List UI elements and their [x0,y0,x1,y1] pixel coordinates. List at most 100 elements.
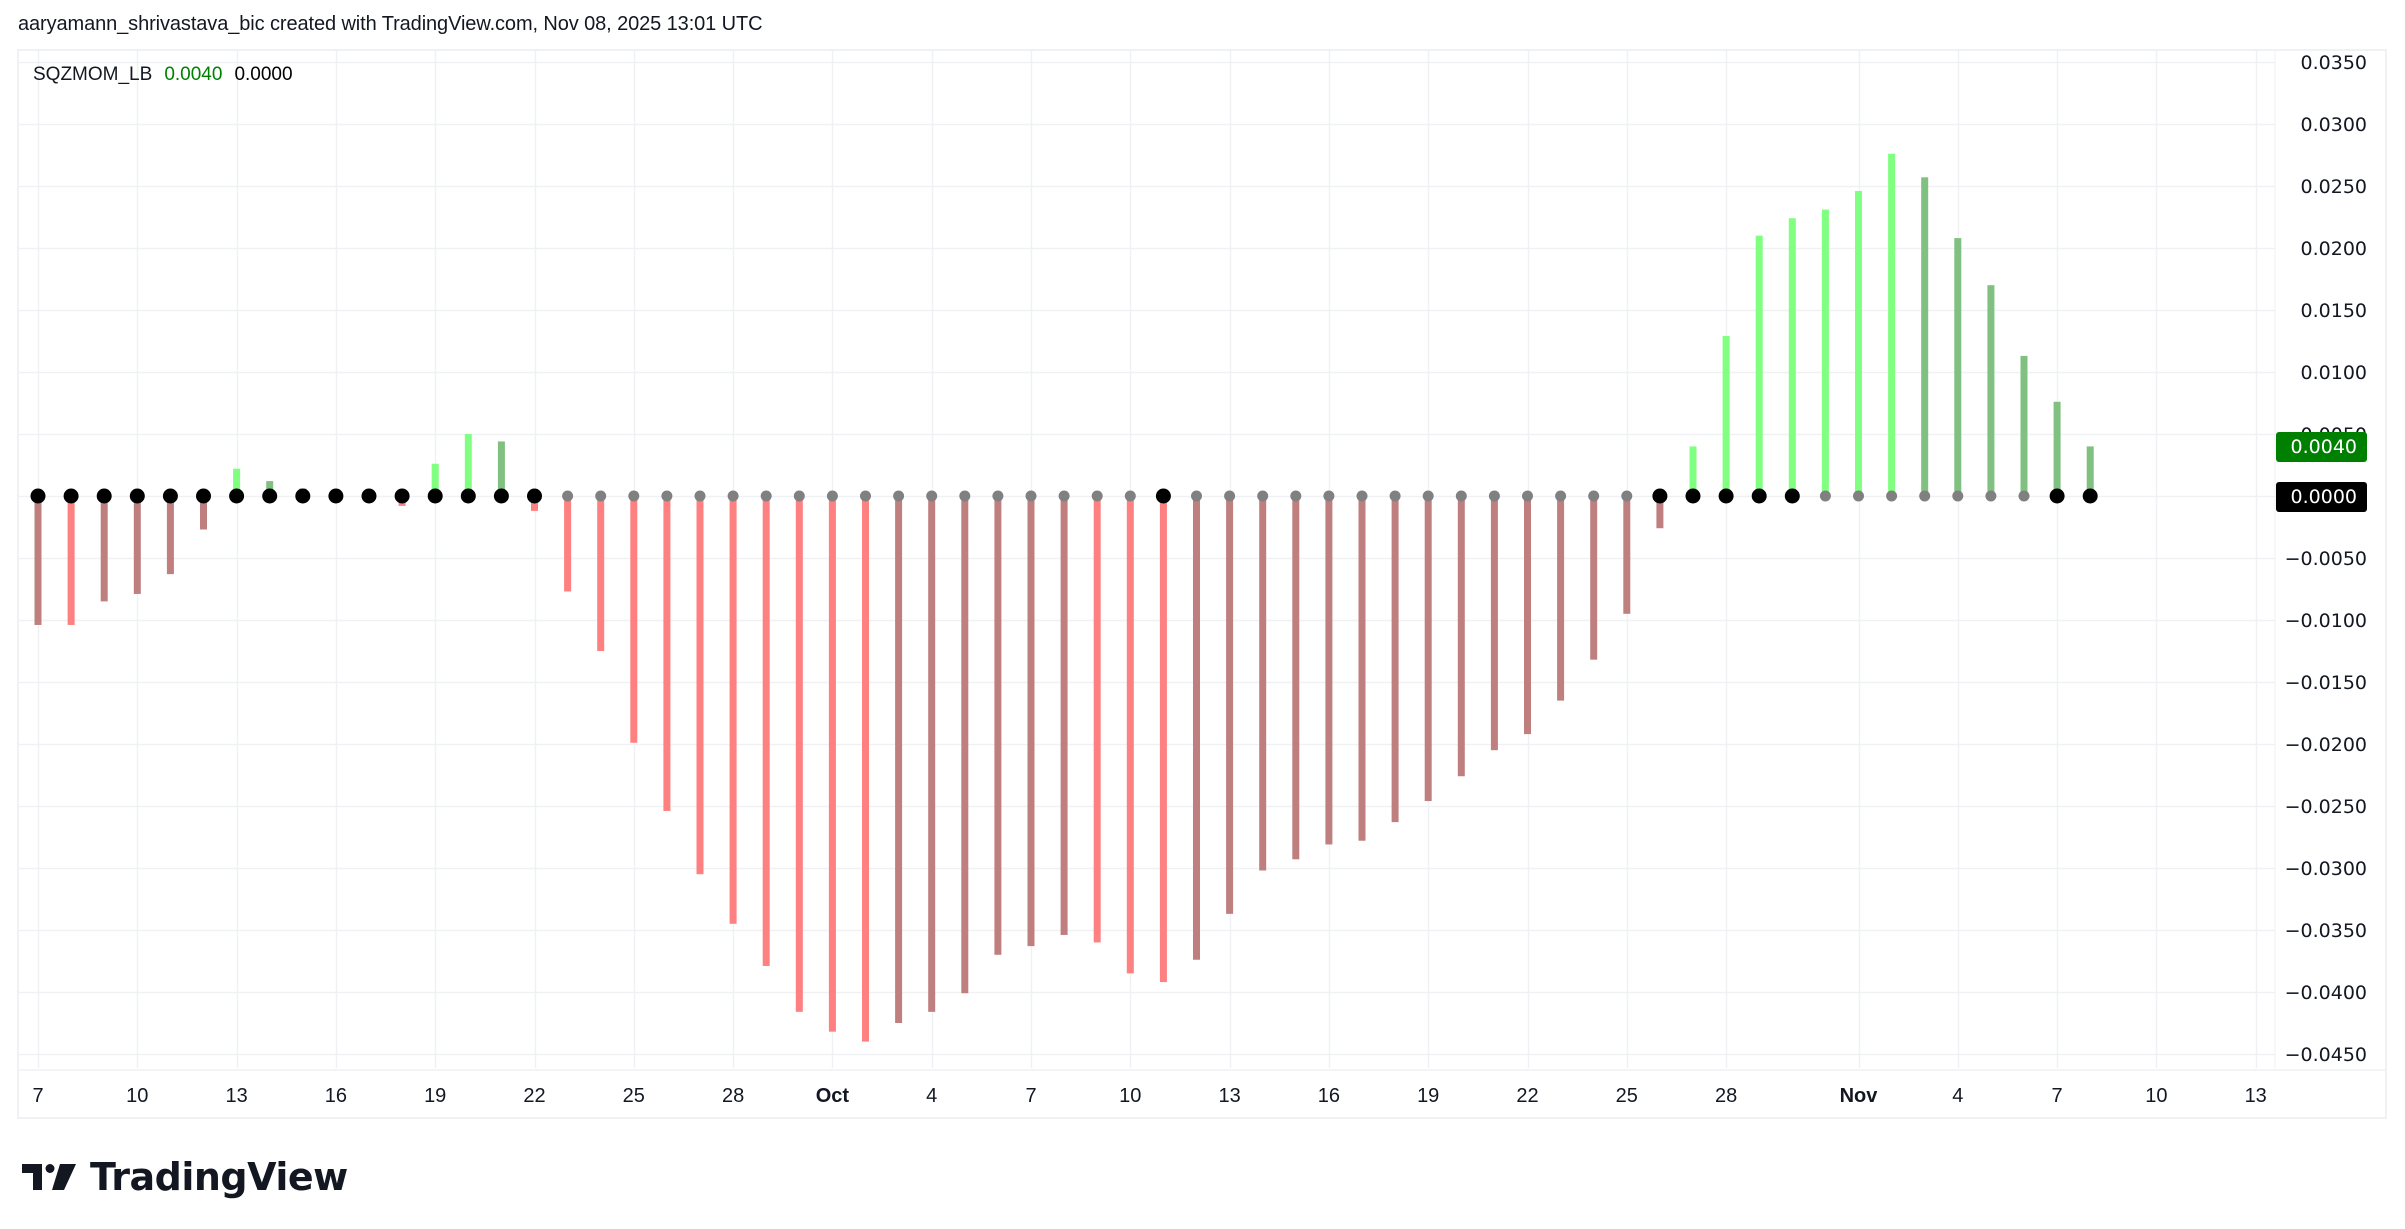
chart-frame [17,49,2387,1119]
x-tick-label: 13 [1218,1085,1240,1107]
squeeze-price-label: 0.0000 [2276,482,2367,512]
squeeze-off-dot [860,490,871,502]
squeeze-off-dot [992,490,1004,502]
x-tick-label: 7 [1025,1085,1036,1107]
x-tick-label: 13 [2245,1085,2267,1107]
x-tick-label: 7 [2052,1085,2063,1107]
momentum-bar [2020,355,2028,496]
squeeze-on-dot [1685,488,1701,504]
x-tick-label: 19 [424,1085,446,1107]
indicator-legend[interactable]: SQZMOM_LB 0.0040 0.0000 [33,64,293,86]
squeeze-on-dot [1652,488,1668,504]
x-tick-label: Nov [1840,1085,1879,1107]
tradingview-wordmark: TradingView [90,1155,348,1199]
momentum-bar [1259,496,1267,871]
y-tick-label: −0.0100 [2285,610,2367,632]
momentum-bar [1656,496,1664,529]
squeeze-on-dot [63,488,79,504]
squeeze-on-dot [361,488,377,504]
squeeze-off-dot [1224,490,1236,502]
momentum-bar [630,496,638,743]
momentum-bar [1821,209,1829,496]
momentum-bar [1457,496,1465,777]
x-tick-label: 4 [926,1085,937,1107]
momentum-bar [1590,496,1598,660]
y-tick-label: 0.0150 [2301,300,2367,322]
y-tick-label: −0.0400 [2285,982,2367,1004]
momentum-bar [1126,496,1134,974]
grid-lines [19,51,2385,1071]
squeeze-off-dot [1091,490,1103,502]
squeeze-off-dot [1025,490,1037,502]
momentum-bar [1424,496,1432,802]
momentum-bar [464,434,472,496]
x-tick-label: 13 [225,1085,247,1107]
squeeze-off-dot [1555,490,1567,502]
y-tick-label: −0.0200 [2285,734,2367,756]
momentum-bar [100,496,108,602]
squeeze-off-dot [1853,490,1864,502]
x-tick-label: 25 [1616,1085,1638,1107]
squeeze-on-dot [30,488,46,504]
x-tick-label: 25 [623,1085,645,1107]
momentum-bar [795,496,803,1012]
squeeze-off-dot [1919,490,1931,502]
squeeze-on-dot [2082,488,2098,504]
squeeze-off-dot [1522,490,1533,502]
squeeze-off-dot [1422,490,1434,502]
momentum-bar [994,496,1002,955]
momentum-bar [696,496,704,875]
squeeze-off-dot [2018,490,2030,502]
squeeze-off-dot [760,490,772,502]
squeeze-on-dot [262,488,278,504]
squeeze-on-dot [460,488,476,504]
squeeze-off-dot [959,490,971,502]
momentum-bar [1226,496,1234,914]
x-tick-label: 10 [126,1085,148,1107]
x-tick-label: 16 [325,1085,347,1107]
squeeze-on-dot [96,488,112,504]
x-tick-label: 28 [722,1085,744,1107]
squeeze-on-dot [328,488,344,504]
y-tick-label: −0.0150 [2285,672,2367,694]
squeeze-off-dot [1455,490,1467,502]
squeeze-on-dot [493,488,509,504]
momentum-bar [895,496,903,1023]
momentum-bar [1524,496,1531,735]
squeeze-off-dot [1389,490,1401,502]
squeeze-off-dot [1886,490,1898,502]
y-tick-label: 0.0250 [2301,176,2367,198]
momentum-bar [597,496,605,651]
squeeze-value: 0.0000 [234,64,293,85]
time-axis[interactable]: 7 10 13 16 19 22 25 28 Oct 4 7 10 13 16 19 22 25 28 Nov 4 7 1… [32,1085,2266,1107]
tradingview-logo[interactable]: TradingView [22,1155,348,1199]
squeeze-off-dot [1819,490,1831,502]
y-tick-label: −0.0300 [2285,858,2367,880]
momentum-bar [1755,235,1763,496]
momentum-bar [1027,496,1035,947]
y-tick-label: −0.0250 [2285,796,2367,818]
momentum-bar [828,496,836,1032]
squeeze-off-dot [694,490,706,502]
squeeze-off-dot [893,490,905,502]
momentum-bar [663,496,671,811]
momentum-bar [2053,401,2061,496]
squeeze-off-dot [661,490,673,502]
squeeze-on-dot [394,488,410,504]
momentum-bar [1292,496,1300,860]
squeeze-off-dot [1191,490,1202,502]
momentum-bar [67,496,75,625]
x-tick-label: 22 [523,1085,545,1107]
squeeze-off-dot [793,490,805,502]
squeeze-on-dot [1155,488,1171,504]
squeeze-on-dot [427,488,443,504]
momentum-value: 0.0040 [164,64,223,85]
squeeze-off-dot [1058,490,1070,502]
momentum-bar [2086,446,2094,496]
momentum-bar [431,463,439,496]
momentum-bar [1358,496,1366,841]
x-tick-label: 7 [32,1085,43,1107]
x-tick-label: 4 [1952,1085,1963,1107]
y-tick-label: 0.0350 [2301,52,2367,74]
